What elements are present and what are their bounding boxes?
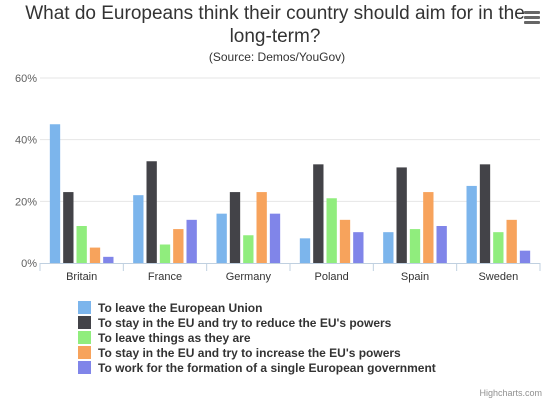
legend-label: To stay in the EU and try to increase th… xyxy=(98,345,401,360)
bar xyxy=(299,238,311,263)
bar xyxy=(269,213,281,263)
bar xyxy=(256,192,267,263)
y-tick-label: 40% xyxy=(15,135,37,147)
x-tick-label: France xyxy=(148,271,182,283)
hamburger-menu-icon[interactable] xyxy=(521,6,543,28)
bar xyxy=(243,235,254,263)
bar xyxy=(103,256,114,263)
bar xyxy=(76,226,87,263)
legend-swatch xyxy=(78,316,91,329)
legend-swatch xyxy=(78,361,91,374)
menu-bar xyxy=(524,11,540,14)
chart-title: What do Europeans think their country sh… xyxy=(25,3,525,47)
bar xyxy=(159,244,171,263)
bar xyxy=(63,192,74,263)
chart-subtitle: (Source: Demos/YouGov) xyxy=(208,50,346,64)
x-tick-label: Germany xyxy=(226,271,272,283)
bar xyxy=(409,229,421,263)
bar xyxy=(466,185,477,263)
bar xyxy=(229,192,241,263)
bar xyxy=(326,198,337,263)
legend-item[interactable]: To stay in the EU and try to increase th… xyxy=(78,345,538,360)
legend-label: To leave things as they are xyxy=(98,330,251,345)
menu-bar xyxy=(524,16,540,19)
bar xyxy=(133,195,144,263)
legend-swatch xyxy=(78,301,91,314)
bar xyxy=(146,161,157,263)
bar xyxy=(216,213,227,263)
legend-item[interactable]: To work for the formation of a single Eu… xyxy=(78,360,538,375)
bar xyxy=(423,192,434,263)
chart-legend: To leave the European Union To stay in th… xyxy=(78,300,538,375)
bar-chart: 0% 20% 40% 60% Britain France Germany Poland Spa… xyxy=(15,73,541,283)
x-tick-label: Spain xyxy=(401,271,429,283)
bar xyxy=(186,219,197,263)
bar xyxy=(479,164,491,263)
legend-item[interactable]: To leave the European Union xyxy=(78,300,538,315)
y-tick-label: 60% xyxy=(15,73,37,85)
bar xyxy=(313,164,324,263)
bar xyxy=(493,232,504,263)
legend-label: To leave the European Union xyxy=(98,300,263,315)
y-tick-label: 20% xyxy=(15,196,37,208)
bar xyxy=(436,226,447,263)
legend-item[interactable]: To leave things as they are xyxy=(78,330,538,345)
bar xyxy=(89,247,101,263)
bar xyxy=(173,229,184,263)
x-tick-label: Poland xyxy=(315,271,349,283)
y-tick-label: 0% xyxy=(21,258,37,270)
bar xyxy=(49,124,61,263)
bar xyxy=(519,250,531,263)
legend-swatch xyxy=(78,346,91,359)
bar xyxy=(353,232,364,263)
x-tick-label: Sweden xyxy=(478,271,518,283)
bar xyxy=(396,167,407,263)
legend-swatch xyxy=(78,331,91,344)
bar xyxy=(339,219,351,263)
legend-item[interactable]: To stay in the EU and try to reduce the … xyxy=(78,315,538,330)
x-tick-label: Britain xyxy=(66,271,97,283)
legend-label: To work for the formation of a single Eu… xyxy=(98,360,436,375)
bar xyxy=(383,232,394,263)
credits-link[interactable]: Highcharts.com xyxy=(479,388,542,398)
menu-bar xyxy=(524,21,540,24)
legend-label: To stay in the EU and try to reduce the … xyxy=(98,315,392,330)
bar xyxy=(506,219,517,263)
